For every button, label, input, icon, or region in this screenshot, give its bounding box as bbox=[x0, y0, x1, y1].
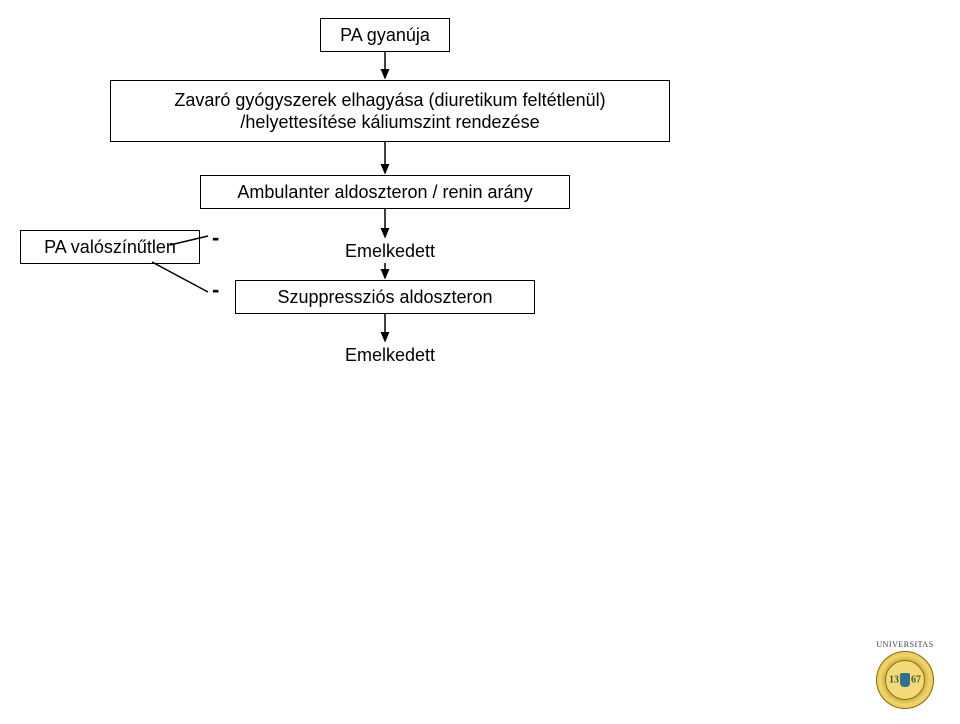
arrow-icon bbox=[0, 0, 960, 724]
university-seal: UNIVERSITAS 13 67 bbox=[876, 640, 934, 709]
seal-numbers: 13 67 bbox=[889, 675, 921, 686]
seal-ring-icon: 13 67 bbox=[876, 651, 934, 709]
diagram-canvas: PA gyanúja Zavaró gyógyszerek elhagyása … bbox=[0, 0, 960, 724]
seal-banner: UNIVERSITAS bbox=[876, 640, 933, 649]
seal-left-num: 13 bbox=[889, 675, 899, 686]
seal-right-num: 67 bbox=[911, 675, 921, 686]
